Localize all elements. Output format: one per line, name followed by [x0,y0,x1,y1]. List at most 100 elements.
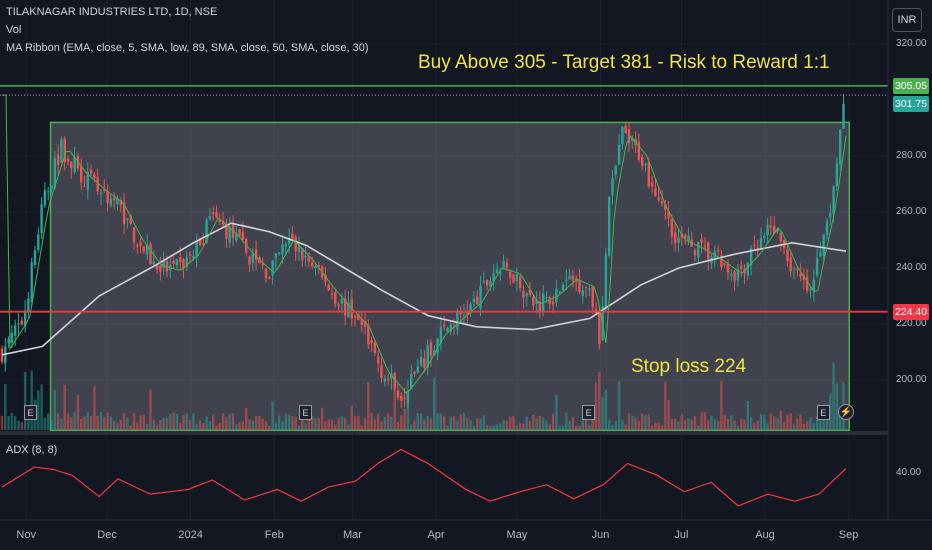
candle-body [215,212,218,218]
candle-body [687,235,690,242]
candle-body [637,141,641,160]
candle-body [746,263,749,276]
candle-body [294,236,297,252]
adx-legend[interactable]: ADX (8, 8) [6,444,58,456]
candle-body [700,239,703,243]
volume-bar [294,416,297,430]
candle-body [99,192,103,194]
candle-body [667,211,670,219]
candle-body [627,129,631,144]
symbol-title[interactable]: TILAKNAGAR INDUSTRIES LTD, 1D, NSE [6,6,218,18]
candle-body [149,243,152,264]
candle-body [515,274,518,282]
volume-bar [700,412,703,430]
candle-body [221,220,225,225]
candle-body [617,144,621,165]
candle-body [749,247,753,266]
time-tick-label: 2024 [178,529,203,541]
time-tick-label: Feb [264,529,284,541]
price-tick-label: 200.00 [896,374,927,385]
candle-body [423,358,426,368]
stop-loss-annotation[interactable]: Stop loss 224 [631,356,747,377]
volume-bar [716,421,720,430]
volume-bar [624,424,627,430]
earnings-marker[interactable]: E [299,405,313,420]
volume-bar [614,420,617,430]
volume-legend[interactable]: Vol [6,24,22,36]
volume-bar [413,420,416,430]
candle-body [406,391,410,403]
volume-bar [482,415,485,430]
candle-body [142,246,146,252]
volume-bar [291,416,294,430]
candle-body [466,310,469,315]
candle-body [730,274,733,276]
candle-body [456,311,459,330]
volume-bar [499,423,502,430]
volume-bar [667,399,670,430]
volume-bar [30,370,33,430]
candle-body [261,263,264,266]
time-tick-label: Dec [97,529,117,541]
candle-body [129,214,132,224]
volume-bar [23,371,27,430]
candle-body [561,284,565,291]
candle-body [53,158,56,189]
volume-bar [690,419,693,430]
candle-body [812,279,815,291]
volume-bar [43,417,47,430]
volume-bar [228,414,231,430]
volume-bar [182,414,185,430]
volume-bar [769,413,773,430]
trade-setup-annotation[interactable]: Buy Above 305 - Target 381 - Risk to Rew… [418,52,830,73]
candle-body [611,177,614,196]
lightning-icon[interactable]: ⚡ [838,404,854,420]
currency-button[interactable]: INR [892,8,922,32]
volume-bar [278,415,281,430]
volume-bar [83,416,86,430]
ma-ribbon-slow-line [1,222,847,356]
volume-bar [650,425,654,430]
candle-body [17,323,20,325]
candle-body [179,257,182,262]
candle-body [175,259,179,265]
candle-body [660,201,664,204]
candle-body [73,157,76,173]
volume-bar [839,409,842,430]
price-tick-label: 280.00 [896,150,927,161]
candle-body [228,227,231,243]
volume-bar [208,421,212,430]
candle-body [584,287,588,289]
candle-body [654,188,657,196]
candle-body [360,319,363,325]
volume-bar [723,414,726,430]
candle-body [799,273,802,277]
candle-body [93,174,96,178]
candle-body [235,233,238,241]
candle-body [357,313,360,321]
candle-body [254,249,258,260]
candle-body [0,348,4,362]
volume-bar [815,416,819,430]
volume-bar [70,417,73,430]
ma-ribbon-legend[interactable]: MA Ribbon (EMA, close, 5, SMA, low, 89, … [6,42,369,54]
candle-body [274,253,278,259]
volume-bar [822,417,825,430]
volume-bar [225,416,228,430]
candle-body [96,176,99,192]
volume-bar [710,415,713,430]
candle-body [7,339,10,344]
volume-bar [287,414,291,430]
volume-bar [426,416,429,430]
volume-bar [340,416,344,430]
volume-bar [403,409,406,430]
earnings-marker[interactable]: E [816,405,830,420]
volume-bar [109,416,113,430]
candle-body [126,218,129,220]
volume-bar [459,414,462,430]
earnings-marker[interactable]: E [24,405,37,420]
earnings-marker[interactable]: E [582,405,596,420]
candle-body [353,316,357,318]
volume-bar [733,420,736,430]
